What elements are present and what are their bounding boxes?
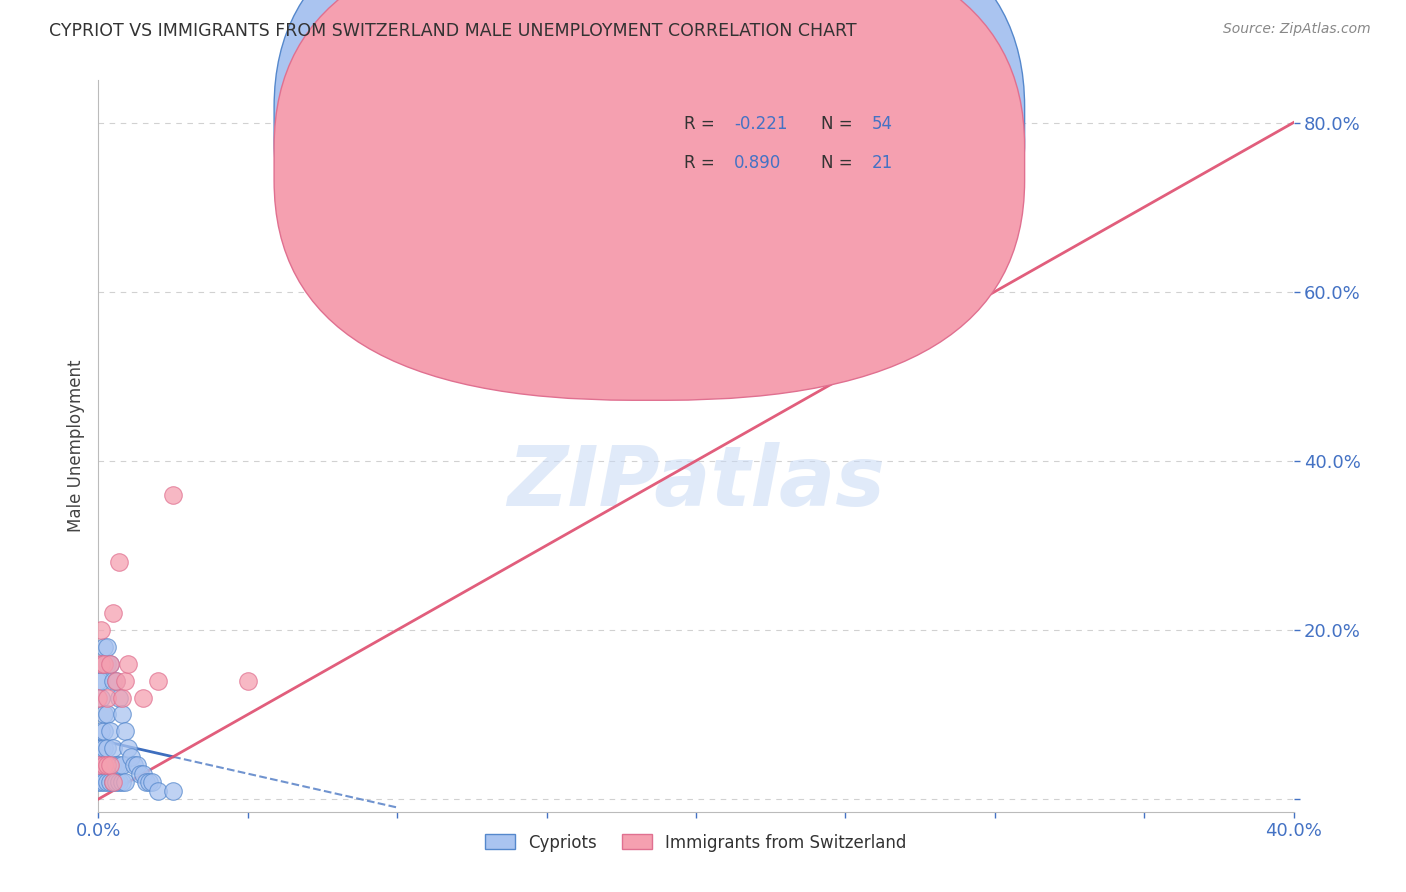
FancyBboxPatch shape [619,95,977,186]
FancyBboxPatch shape [274,0,1025,361]
Text: 54: 54 [872,115,893,133]
Point [111,690,134,705]
Point [93,640,115,654]
Point [105,775,128,789]
Point [124,758,146,772]
Point [90,758,112,772]
Point [87,749,110,764]
Point [93,657,115,671]
Text: ZIPatlas: ZIPatlas [508,442,884,523]
Text: 0.890: 0.890 [734,154,782,172]
Point [90,623,112,637]
Point [87,673,110,688]
Point [103,606,125,620]
Point [98,724,122,739]
Point [103,775,125,789]
Text: N =: N = [821,154,858,172]
Point [90,657,112,671]
Point [98,775,122,789]
Point [96,741,118,756]
Point [93,707,115,722]
Point [111,707,134,722]
Point [98,657,122,671]
Point [93,724,115,739]
Point [108,690,131,705]
Point [132,690,155,705]
Point [111,758,134,772]
Point [96,707,118,722]
Point [117,657,139,671]
Point [93,657,115,671]
Point [93,758,115,772]
FancyBboxPatch shape [274,0,1025,401]
Point [93,741,115,756]
Text: 21: 21 [872,154,893,172]
Point [90,690,112,705]
Point [114,724,136,739]
Point [103,775,125,789]
Point [90,741,112,756]
Text: CYPRIOT VS IMMIGRANTS FROM SWITZERLAND MALE UNEMPLOYMENT CORRELATION CHART: CYPRIOT VS IMMIGRANTS FROM SWITZERLAND M… [49,22,856,40]
Y-axis label: Male Unemployment: Male Unemployment [66,359,84,533]
Point [162,488,184,502]
Point [96,690,118,705]
Point [96,758,118,772]
Point [132,766,155,780]
Point [141,775,163,789]
Point [148,783,170,797]
Point [96,775,118,789]
Point [98,758,122,772]
Point [105,673,128,688]
Point [114,673,136,688]
Point [117,741,139,756]
Point [162,783,184,797]
Point [96,657,118,671]
Point [105,758,128,772]
Text: R =: R = [685,154,720,172]
Point [90,724,112,739]
Point [114,775,136,789]
Point [138,775,160,789]
Text: Source: ZipAtlas.com: Source: ZipAtlas.com [1223,22,1371,37]
Point [87,758,110,772]
Point [129,766,152,780]
Text: N =: N = [821,115,858,133]
Point [87,775,110,789]
Legend: Cypriots, Immigrants from Switzerland: Cypriots, Immigrants from Switzerland [478,827,914,858]
Point [87,766,110,780]
Point [108,555,131,569]
Text: -0.221: -0.221 [734,115,787,133]
Point [148,673,170,688]
Point [98,758,122,772]
Point [108,758,131,772]
Point [120,749,142,764]
Point [90,775,112,789]
Point [135,775,157,789]
Point [98,657,122,671]
Point [93,775,115,789]
Point [93,758,115,772]
Point [90,673,112,688]
Point [87,690,110,705]
Point [103,673,125,688]
Point [103,758,125,772]
Point [111,775,134,789]
Point [127,758,149,772]
Point [236,673,259,688]
Point [105,673,128,688]
Point [108,775,131,789]
Point [103,741,125,756]
Text: R =: R = [685,115,720,133]
Point [96,758,118,772]
Point [90,657,112,671]
Point [96,640,118,654]
